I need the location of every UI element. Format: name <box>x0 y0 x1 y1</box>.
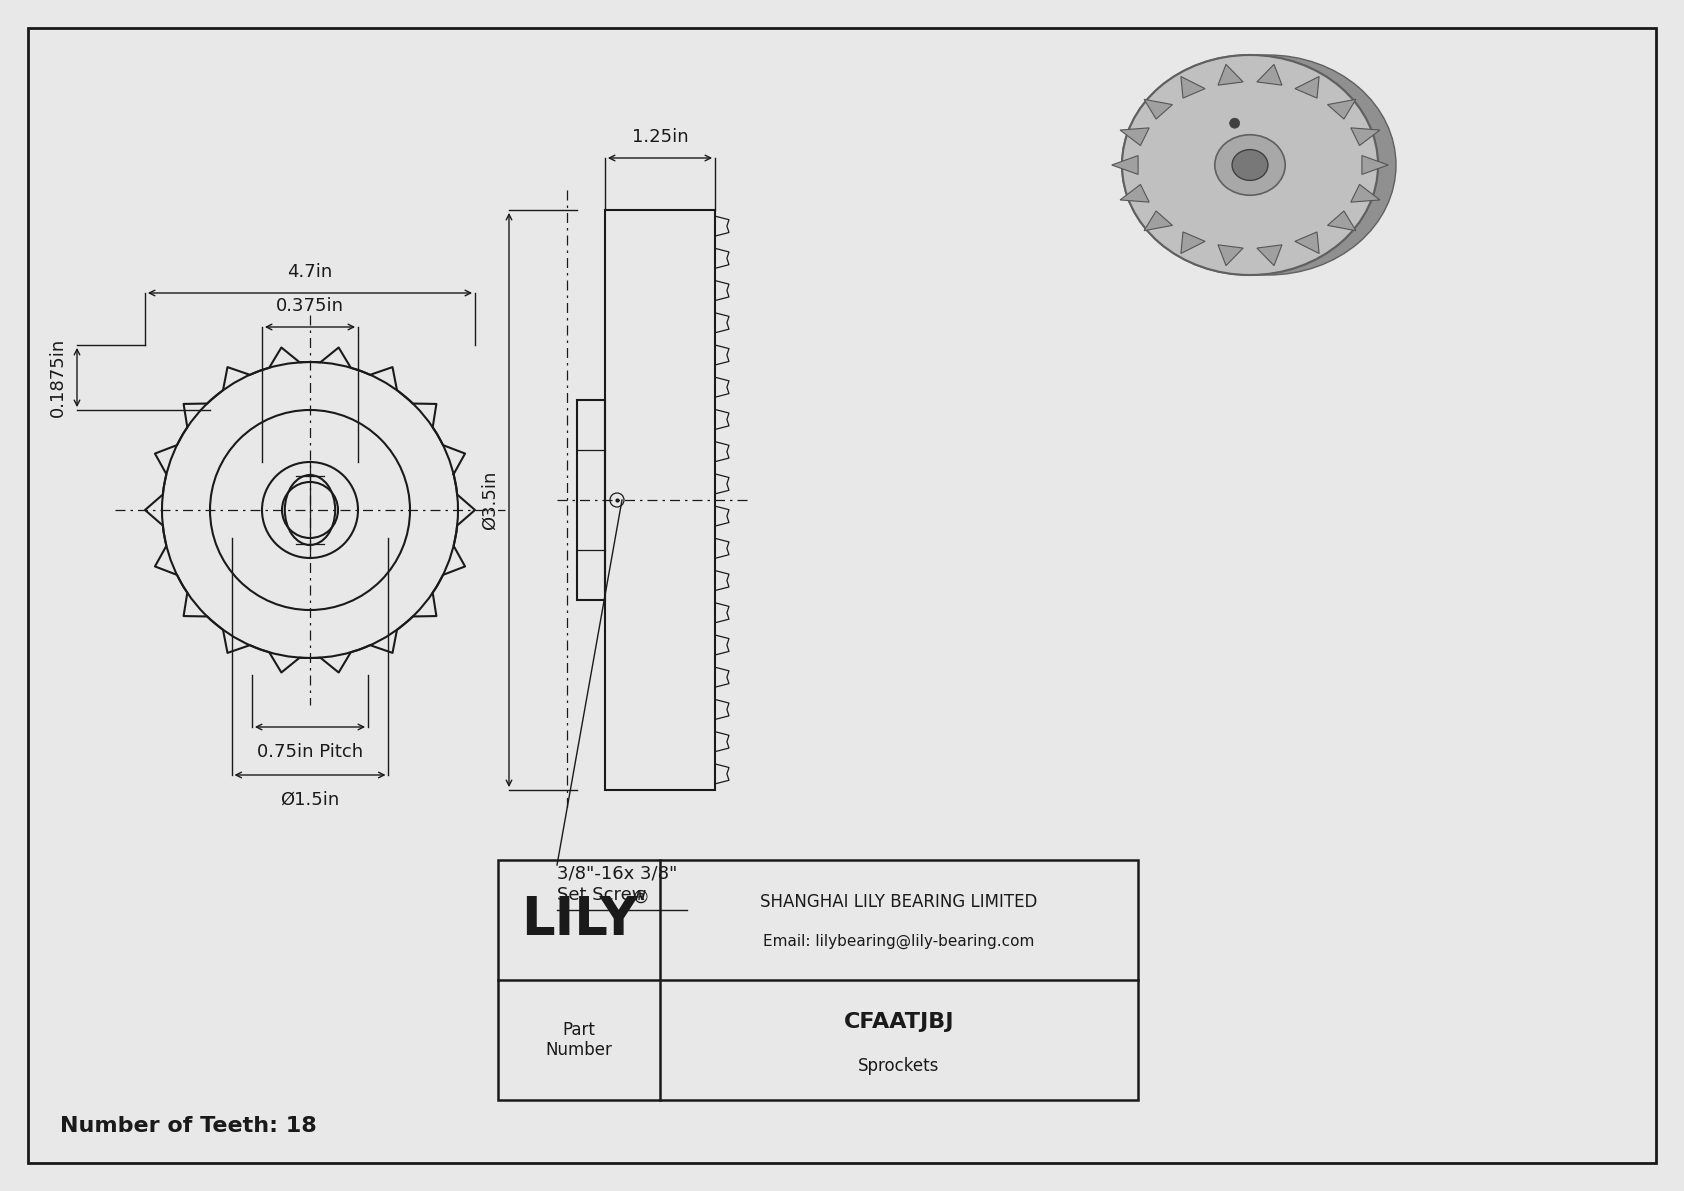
Polygon shape <box>1180 76 1206 98</box>
Text: 1.25in: 1.25in <box>632 127 689 146</box>
Bar <box>498 860 1138 1100</box>
Text: CFAATJBJ: CFAATJBJ <box>844 1012 955 1031</box>
Ellipse shape <box>1122 55 1378 275</box>
Polygon shape <box>1327 211 1356 231</box>
Text: Sprockets: Sprockets <box>859 1058 940 1075</box>
Polygon shape <box>1143 211 1172 231</box>
Polygon shape <box>1256 245 1282 266</box>
Polygon shape <box>1120 127 1148 145</box>
Polygon shape <box>1180 232 1206 254</box>
Polygon shape <box>1256 64 1282 86</box>
Bar <box>578 400 605 600</box>
Text: Ø3.5in: Ø3.5in <box>482 470 498 530</box>
Text: 4.7in: 4.7in <box>288 263 333 281</box>
Text: Email: lilybearing@lily-bearing.com: Email: lilybearing@lily-bearing.com <box>763 934 1034 949</box>
Text: Part
Number: Part Number <box>546 1021 613 1060</box>
Polygon shape <box>1295 76 1319 98</box>
Circle shape <box>1229 118 1239 129</box>
Text: Number of Teeth: 18: Number of Teeth: 18 <box>61 1116 317 1136</box>
Text: 3/8"-16x 3/8"
Set Screw: 3/8"-16x 3/8" Set Screw <box>557 865 677 904</box>
Polygon shape <box>1351 127 1379 145</box>
Text: ®: ® <box>632 888 650 908</box>
Polygon shape <box>1295 232 1319 254</box>
Ellipse shape <box>1122 55 1378 275</box>
Polygon shape <box>1327 99 1356 119</box>
Ellipse shape <box>1233 150 1268 180</box>
Text: 0.1875in: 0.1875in <box>49 338 67 417</box>
Polygon shape <box>1120 185 1148 202</box>
Text: LILY: LILY <box>520 894 637 946</box>
Text: 0.75in Pitch: 0.75in Pitch <box>258 743 364 761</box>
Polygon shape <box>1218 64 1243 86</box>
Polygon shape <box>1362 156 1388 174</box>
Ellipse shape <box>1140 55 1396 275</box>
Polygon shape <box>1351 185 1379 202</box>
Text: Ø1.5in: Ø1.5in <box>280 791 340 809</box>
Polygon shape <box>1111 156 1138 174</box>
Text: SHANGHAI LILY BEARING LIMITED: SHANGHAI LILY BEARING LIMITED <box>759 893 1037 911</box>
Bar <box>605 210 716 790</box>
Polygon shape <box>1143 99 1172 119</box>
Ellipse shape <box>1214 135 1285 195</box>
Text: 0.375in: 0.375in <box>276 297 344 314</box>
Polygon shape <box>1218 245 1243 266</box>
